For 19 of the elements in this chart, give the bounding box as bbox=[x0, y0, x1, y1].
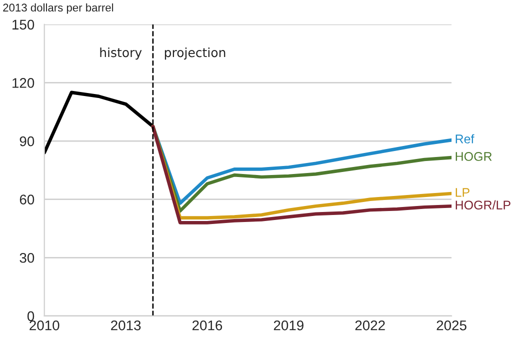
x-tick-label: 2010 bbox=[30, 320, 60, 330]
x-tick-label: 2016 bbox=[192, 320, 222, 330]
y-tick-label: 150 bbox=[12, 20, 34, 30]
series-label: Ref bbox=[456, 134, 474, 144]
annotation: projection bbox=[164, 48, 226, 60]
series-label: LP bbox=[456, 188, 470, 197]
y-axis-title: 2013 dollars per barrel bbox=[3, 3, 114, 14]
y-tick-label: 0 bbox=[27, 311, 34, 322]
y-tick-label: 30 bbox=[20, 252, 34, 263]
x-tick-label: 2025 bbox=[436, 320, 466, 330]
x-tick-label: 2013 bbox=[111, 320, 141, 330]
y-tick-label: 90 bbox=[20, 136, 34, 146]
y-tick-label: 60 bbox=[20, 194, 34, 204]
y-tick-label: 120 bbox=[12, 78, 34, 88]
series-label: HOGR bbox=[456, 152, 492, 161]
series-label: HOGR/LP bbox=[456, 200, 510, 210]
x-tick-label: 2019 bbox=[274, 320, 304, 330]
x-tick-label: 2022 bbox=[355, 320, 385, 330]
annotation: history bbox=[100, 48, 142, 60]
